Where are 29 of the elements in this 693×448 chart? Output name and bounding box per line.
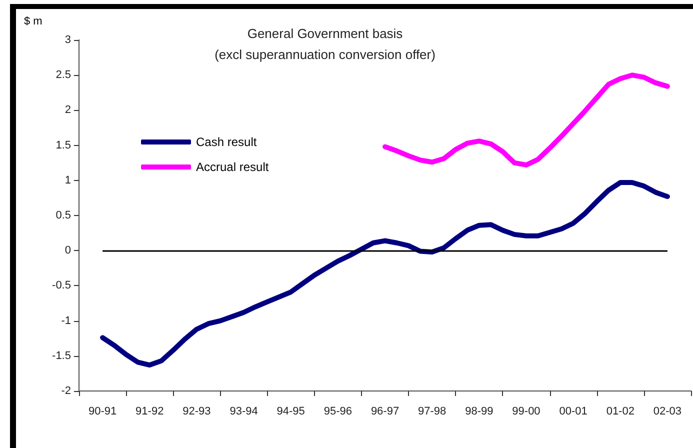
y-tick-label: -2 xyxy=(61,385,71,397)
y-tick-label: -1.5 xyxy=(52,350,71,362)
y-tick-label: -0.5 xyxy=(52,280,71,292)
x-tick-label: 90-91 xyxy=(88,406,117,418)
y-tick-label: 1 xyxy=(64,174,71,186)
x-tick-label: 92-93 xyxy=(182,406,211,418)
y-tick-label: 0.5 xyxy=(56,210,71,222)
y-tick-label: 0 xyxy=(64,244,71,257)
x-tick-label: 96-97 xyxy=(370,406,400,418)
x-tick-label: 94-95 xyxy=(276,406,305,418)
x-tick-label: 01-02 xyxy=(606,406,634,418)
y-tick-label: 3 xyxy=(64,34,71,46)
y-tick-label: -1 xyxy=(61,314,71,327)
text: (excl superannuation conversion offer) xyxy=(214,47,436,62)
x-tick-label: 02-03 xyxy=(653,406,682,418)
y-axis-title: $ m xyxy=(24,16,42,28)
x-tick-label: 98-99 xyxy=(465,406,494,418)
x-tick-label: 99-00 xyxy=(512,406,540,418)
y-tick-label: 1.5 xyxy=(56,139,71,152)
legend-label: Accrual result xyxy=(196,160,270,174)
y-tick-label: 2 xyxy=(64,104,71,116)
y-tick-label: 2.5 xyxy=(56,69,71,82)
x-tick-label: 93-94 xyxy=(230,406,258,418)
x-tick-label: 97-98 xyxy=(418,406,446,418)
legend-label: Cash result xyxy=(196,135,258,149)
x-tick-label: 91-92 xyxy=(136,406,164,418)
x-tick-label: 00-01 xyxy=(559,406,588,418)
chart-title: General Government basis xyxy=(247,26,404,41)
x-tick-label: 95-96 xyxy=(324,406,352,418)
